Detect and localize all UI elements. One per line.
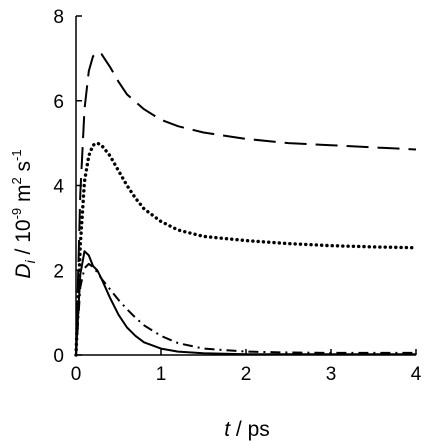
y-tick-label: 4 (53, 177, 64, 198)
y-axis-label-exp1: -9 (9, 208, 24, 220)
series-line-dashed (75, 51, 417, 356)
y-axis-label-part3: s (12, 161, 35, 177)
y-axis-label-exp3: -1 (9, 149, 24, 161)
x-tick-label: 4 (411, 364, 422, 385)
series-line-dotted (74, 141, 418, 357)
y-axis-label-var: D (12, 263, 35, 278)
x-tick-labels: 0 1 2 3 4 (71, 364, 422, 385)
x-tick-label: 2 (241, 364, 252, 385)
y-tick-label: 8 (53, 7, 64, 28)
x-tick-label: 0 (71, 364, 82, 385)
y-axis-label-part1: / 10 (12, 219, 35, 260)
series-layer (74, 51, 418, 357)
x-axis-label: t / ps (224, 418, 270, 441)
series-line-dashdot (75, 262, 416, 356)
y-tick-label: 6 (53, 92, 64, 113)
x-tick-label: 3 (326, 364, 337, 385)
y-tick-label: 2 (53, 261, 64, 282)
y-axis-label-sub: i (22, 259, 38, 263)
y-tick-labels: 0 2 4 6 8 (53, 7, 64, 367)
series-line-solid (75, 250, 416, 356)
y-axis-label: Di / 10-9 m2 s-1 (9, 149, 38, 278)
x-axis-label-unit: / ps (230, 418, 270, 441)
y-tick-label: 0 (53, 346, 64, 367)
y-axis-label-exp2: 2 (9, 177, 24, 184)
axes (75, 15, 417, 356)
x-tick-label: 1 (156, 364, 167, 385)
x-axis-label-var: t (224, 418, 231, 441)
y-axis-label-part2: m (12, 185, 35, 208)
